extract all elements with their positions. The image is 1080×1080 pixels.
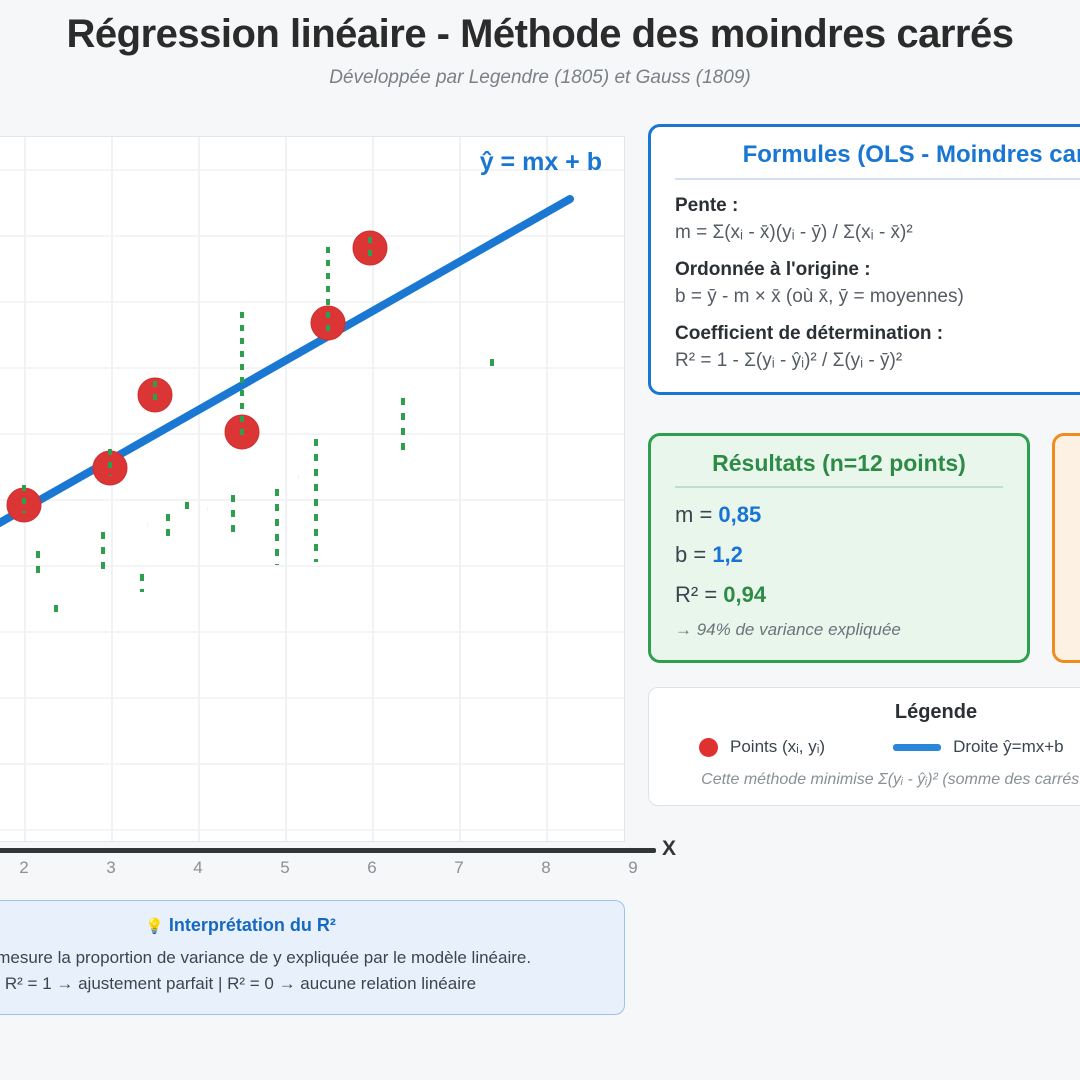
result-intercept-value: 1,2 <box>712 542 743 567</box>
interpretation-line-1: Le R² mesure la proportion de variance d… <box>0 948 532 967</box>
line-marker-icon <box>893 743 942 751</box>
result-intercept: b = 1,2 <box>675 542 1003 568</box>
data-points <box>6 230 388 523</box>
equation-label: ŷ = mx + b <box>479 148 602 176</box>
chart-column: ŷ = mx + b X 1 2 3 4 5 6 7 8 9 <box>0 124 676 884</box>
formula-expression: m = Σ(xᵢ - x̄)(yᵢ - ȳ) / Σ(xᵢ - x̄)² <box>675 222 913 243</box>
grid-lines <box>0 137 624 841</box>
result-r2: R² = 0,94 <box>675 582 1003 608</box>
x-tick: 6 <box>367 858 377 877</box>
legend-panel: Légende Points (xᵢ, yᵢ) Droite ŷ=mx+b Ce… <box>648 687 1080 806</box>
result-slope-value: 0,85 <box>718 502 762 527</box>
results-heading: Résultats (n=12 points) <box>675 450 1003 488</box>
formula-block-intercept: Ordonnée à l'origine : b = ȳ - m × x̄ (o… <box>675 259 1080 308</box>
formula-block-slope: Pente : m = Σ(xᵢ - x̄)(yᵢ - ȳ) / Σ(xᵢ - … <box>675 195 1080 244</box>
info-column: Formules (OLS - Moindres carrés) Pente :… <box>648 124 1080 884</box>
formula-block-r2: Coefficient de détermination : R² = 1 - … <box>675 323 1080 372</box>
formulas-panel: Formules (OLS - Moindres carrés) Pente :… <box>648 124 1080 395</box>
legend-note: Cette méthode minimise Σ(yᵢ - ŷᵢ)² (somm… <box>701 771 1080 788</box>
page-title: Régression linéaire - Méthode des moindr… <box>66 12 1014 56</box>
result-intercept-label: b = <box>675 542 713 567</box>
page-subtitle: Développée par Legendre (1805) et Gauss … <box>329 67 751 88</box>
x-axis-label: X <box>662 837 677 860</box>
plot-area <box>0 136 625 842</box>
scatter-chart: ŷ = mx + b X 1 2 3 4 5 6 7 8 9 <box>0 124 676 884</box>
x-axis-line <box>0 848 656 853</box>
legend-items: Points (xᵢ, yᵢ) Droite ŷ=mx+b <box>669 737 1080 757</box>
result-r2-label: R² = <box>675 582 724 607</box>
results-row: Résultats (n=12 points) m = 0,85 b = 1,2… <box>648 433 1080 663</box>
page-header: Régression linéaire - Méthode des moindr… <box>0 0 1080 89</box>
residual-stubs <box>22 237 372 513</box>
x-tick: 2 <box>19 858 29 877</box>
plot-svg <box>0 137 624 841</box>
residual-lines <box>36 489 279 577</box>
point-marker-icon <box>699 737 718 757</box>
warning-panel <box>1052 433 1080 663</box>
legend-points-label: Points (xᵢ, yᵢ) <box>730 737 826 756</box>
interpretation-title-text: Interprétation du R² <box>168 915 336 935</box>
result-r2-value: 0,94 <box>723 582 767 607</box>
formula-label: Pente : <box>675 195 739 216</box>
regression-line <box>0 195 574 528</box>
formula-expression: R² = 1 - Σ(yᵢ - ŷᵢ)² / Σ(yᵢ - ȳ)² <box>675 350 903 371</box>
residual-lines-visible <box>54 359 494 615</box>
formula-expression: b = ȳ - m × x̄ (où x̄, ȳ = moyennes) <box>675 286 964 307</box>
result-slope-label: m = <box>675 502 719 527</box>
formula-label: Ordonnée à l'origine : <box>675 259 871 280</box>
main-content: ŷ = mx + b X 1 2 3 4 5 6 7 8 9 Fo <box>0 124 1080 884</box>
x-axis-ticks: 1 2 3 4 5 6 7 8 9 <box>0 858 637 888</box>
x-tick: 5 <box>280 858 290 877</box>
legend-line-label: Droite ŷ=mx+b <box>953 737 1064 756</box>
x-tick: 3 <box>106 858 116 877</box>
formula-label: Coefficient de détermination : <box>675 323 944 344</box>
interpretation-title: 💡 Interprétation du R² <box>0 915 604 936</box>
result-note: → 94% de variance expliquée <box>675 620 901 639</box>
legend-item-points: Points (xᵢ, yᵢ) <box>699 737 825 757</box>
legend-item-line: Droite ŷ=mx+b <box>893 737 1064 757</box>
lightbulb-icon: 💡 <box>145 918 164 935</box>
result-slope: m = 0,85 <box>675 502 1003 528</box>
interpretation-panel: 💡 Interprétation du R² Le R² mesure la p… <box>0 900 625 1015</box>
results-panel: Résultats (n=12 points) m = 0,85 b = 1,2… <box>648 433 1030 663</box>
x-tick: 4 <box>193 858 203 877</box>
interpretation-line-2: R² = 1 → ajustement parfait | R² = 0 → a… <box>4 974 477 994</box>
x-tick: 8 <box>541 858 551 877</box>
formulas-heading: Formules (OLS - Moindres carrés) <box>675 141 1080 180</box>
x-tick: 9 <box>628 858 638 877</box>
x-tick: 7 <box>454 858 464 877</box>
legend-title: Légende <box>894 701 978 723</box>
